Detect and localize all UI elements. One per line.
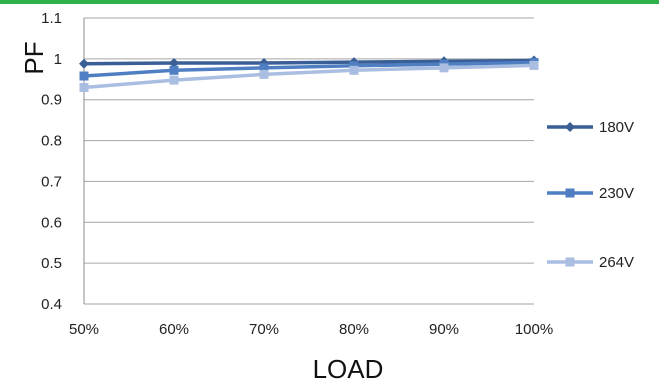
legend-marker-230V: [565, 188, 575, 198]
legend-label-264V: 264V: [599, 254, 634, 271]
series-line-180V: [83, 58, 535, 66]
x-tick-label: 90%: [429, 321, 459, 338]
x-axis-title: LOAD: [313, 354, 384, 383]
y-tick-label: 1.1: [41, 10, 62, 27]
top-accent-bar: [0, 0, 659, 4]
data-point-264V: [259, 69, 269, 79]
y-tick-label: 0.7: [41, 173, 62, 190]
series-line-264V: [83, 63, 535, 90]
x-tick-labels: 50% 60% 70% 80% 90% 100%: [69, 321, 553, 338]
data-point-180V: [169, 57, 179, 68]
y-axis-title: PF: [19, 41, 49, 74]
series-lines: [79, 55, 539, 92]
legend-marker-180V: [565, 122, 575, 132]
data-point-180V: [79, 58, 89, 69]
legend-label-230V: 230V: [599, 185, 634, 202]
y-tick-label: 0.4: [41, 296, 62, 313]
series-line-230V: [83, 60, 535, 78]
y-tick-labels: 0.4 0.5 0.6 0.7 0.8 0.9 1 1.1: [41, 10, 62, 313]
data-point-264V: [169, 75, 179, 85]
data-point-264V: [349, 65, 359, 75]
data-point-264V: [439, 63, 449, 73]
legend-label-180V: 180V: [599, 119, 634, 136]
data-point-230V: [259, 63, 269, 73]
legend-marker-264V: [565, 257, 575, 267]
y-tick-label: 0.9: [41, 92, 62, 109]
y-tick-label: 0.8: [41, 133, 62, 150]
x-tick-label: 80%: [339, 321, 369, 338]
y-tick-label: 0.6: [41, 214, 62, 231]
y-tick-label: 0.5: [41, 255, 62, 272]
data-point-230V: [169, 65, 179, 75]
x-tick-label: 60%: [159, 321, 189, 338]
data-point-264V: [79, 82, 89, 92]
x-tick-label: 100%: [515, 321, 553, 338]
x-tick-label: 50%: [69, 321, 99, 338]
legend: 180V 230V 264V: [547, 119, 634, 271]
x-tick-label: 70%: [249, 321, 279, 338]
y-tick-label: 1: [54, 51, 62, 68]
data-point-264V: [529, 60, 539, 70]
data-point-230V: [79, 71, 89, 81]
